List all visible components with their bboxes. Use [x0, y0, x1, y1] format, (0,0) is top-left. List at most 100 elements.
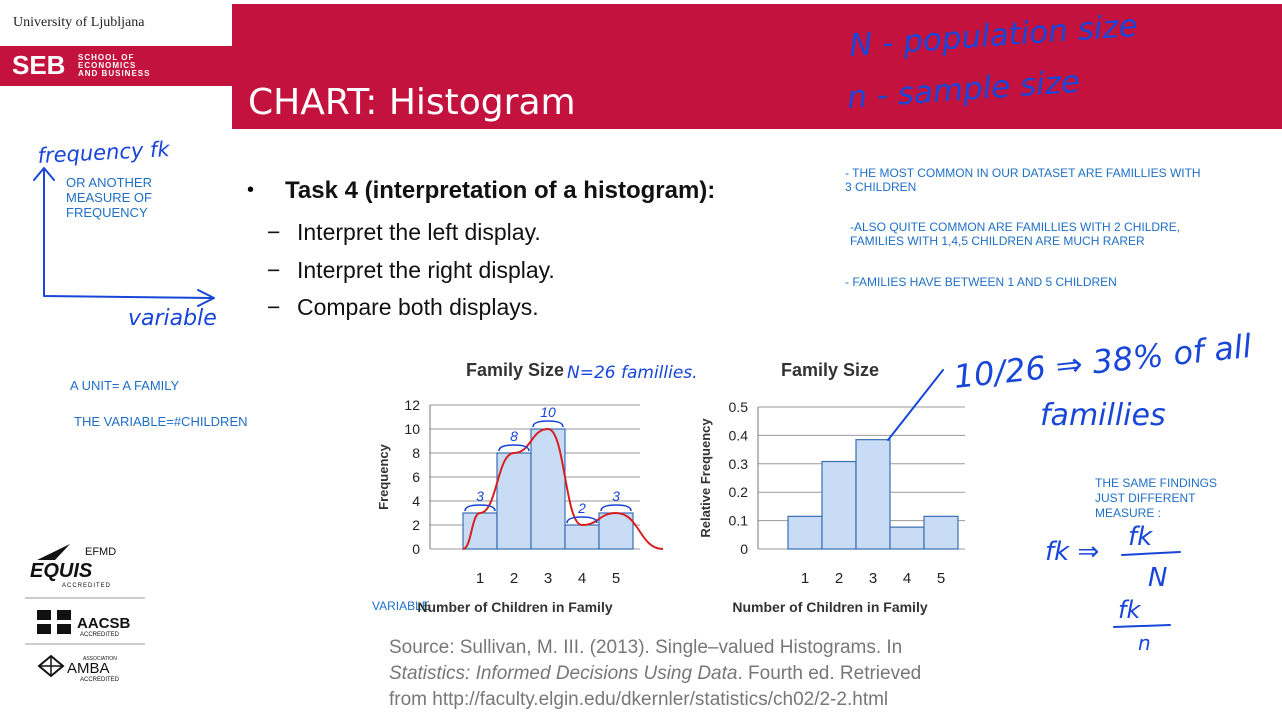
- hand-bar-label: 8: [510, 428, 518, 444]
- y-tick-label: 0: [740, 541, 748, 557]
- y-tick-label: 8: [412, 445, 420, 461]
- y-tick-label: 10: [404, 421, 420, 437]
- accreditation-logos: EFMD EQUIS ACCREDITED AACSB ACCREDITED A…: [25, 544, 145, 683]
- aacsb-icon: [37, 610, 71, 634]
- source-text: . Fourth ed. Retrieved: [737, 663, 922, 684]
- equis-sub: ACCREDITED: [62, 583, 111, 589]
- x-tick-label: 1: [476, 570, 484, 587]
- histogram-bar: [787, 515, 823, 550]
- school-line: AND BUSINESS: [78, 69, 151, 78]
- dash: −: [267, 257, 281, 283]
- note-line: THE SAME FINDINGS: [1095, 476, 1218, 490]
- hand-brace: [532, 420, 564, 428]
- finding-2: -ALSO QUITE COMMON ARE FAMILLIES WITH 2 …: [850, 220, 1180, 248]
- note-line: MEASURE OF: [66, 190, 152, 205]
- y-tick-label: 0.5: [729, 399, 749, 415]
- task-bullet: •: [247, 179, 255, 201]
- task-item: − Interpret the right display.: [267, 257, 555, 284]
- note-line: -ALSO QUITE COMMON ARE FAMILLIES WITH 2 …: [850, 220, 1181, 234]
- x-axis-label: Number of Children in Family: [417, 599, 612, 615]
- x-tick-label: 2: [510, 570, 518, 587]
- dash: −: [267, 294, 281, 320]
- university-name: University of Ljubljana: [13, 15, 145, 30]
- y-axis-label: Relative Frequency: [698, 418, 713, 538]
- hand-bar-label: 2: [577, 500, 586, 516]
- source-citation: Source: Sullivan, M. III. (2013). Single…: [389, 635, 1009, 713]
- hw-variable: variable: [128, 306, 217, 331]
- note-line: MEASURE :: [1095, 506, 1162, 520]
- hand-bar-label: 10: [540, 404, 556, 420]
- school-line: ECONOMICS: [78, 61, 137, 70]
- efmd-label: EFMD: [85, 546, 116, 558]
- finding-1: - THE MOST COMMON IN OUR DATASET ARE FAM…: [845, 166, 1201, 194]
- header-band: [232, 4, 1282, 129]
- axis-note: OR ANOTHER MEASURE OF FREQUENCY: [66, 175, 152, 220]
- histogram-bar: [598, 512, 634, 550]
- histogram-bar: [889, 526, 925, 550]
- hw-fraction-bar-2: [1113, 624, 1171, 628]
- histogram-bar: [923, 515, 959, 550]
- y-tick-label: 0.1: [729, 513, 749, 529]
- equis-label: EQUIS: [30, 560, 93, 582]
- y-tick-label: 0.4: [729, 427, 749, 443]
- axis-arrow-right: [197, 289, 215, 307]
- axis-arrow-up: [33, 167, 55, 181]
- y-tick-label: 0.2: [729, 484, 749, 500]
- amba-icon: [37, 654, 65, 678]
- x-tick-label: 2: [835, 570, 843, 587]
- source-book-title: Statistics: Informed Decisions Using Dat…: [389, 663, 738, 684]
- x-tick-label: 1: [801, 570, 809, 587]
- hand-bar-label: 3: [612, 488, 620, 504]
- note-line: 3 CHILDREN: [845, 180, 917, 194]
- relative-frequency-histogram: Family Size 0 0.1 0.2 0.3 0.4 0.5 1 2 3 4 5 Number o…: [698, 360, 965, 615]
- note-line: - THE MOST COMMON IN OUR DATASET ARE FAM…: [845, 166, 1201, 180]
- hw-formula2-num: fk: [1118, 596, 1141, 624]
- source-line: Source: Sullivan, M. III. (2013). Single…: [389, 637, 903, 658]
- x-tick-label: 5: [937, 570, 945, 587]
- hand-brace: [600, 504, 632, 512]
- task-item-text: Interpret the left display.: [297, 219, 541, 245]
- y-tick-label: 0: [412, 541, 420, 557]
- variable-note: THE VARIABLE=#CHILDREN: [74, 414, 248, 429]
- x-tick-label: 4: [578, 570, 586, 587]
- y-tick-label: 2: [412, 517, 420, 533]
- note-line: OR ANOTHER: [66, 175, 152, 190]
- seb-logo-mark: SEB: [12, 50, 66, 80]
- aacsb-label: AACSB: [77, 615, 131, 632]
- source-line: Statistics: Informed Decisions Using Dat…: [389, 661, 1009, 687]
- hw-famillies: famillies: [1040, 398, 1166, 433]
- hw-frequency: frequency fk: [37, 137, 171, 168]
- finding-3: - FAMILIES HAVE BETWEEN 1 AND 5 CHILDREN: [845, 275, 1117, 289]
- seb-school-name: SCHOOL OF ECONOMICS AND BUSINESS: [78, 54, 150, 78]
- amba-top: ASSOCIATION: [83, 656, 117, 662]
- hand-brace: [464, 504, 496, 512]
- chart-title: Family Size: [781, 360, 879, 380]
- note-line: FAMILIES WITH 1,4,5 CHILDREN ARE MUCH RA…: [850, 234, 1145, 248]
- hw-formula-den: N: [1148, 563, 1167, 593]
- variable-tag: VARIABLE: [372, 599, 430, 613]
- same-findings-note: THE SAME FINDINGS JUST DIFFERENT MEASURE…: [1095, 476, 1217, 521]
- hand-brace: [498, 444, 530, 452]
- task-title: Task 4 (interpretation of a histogram):: [285, 177, 716, 204]
- unit-note: A UNIT= A FAMILY: [70, 378, 180, 393]
- hand-brace: [566, 516, 598, 524]
- x-tick-label: 3: [869, 570, 877, 587]
- histogram-bar: [821, 460, 857, 550]
- hw-formula2-den: n: [1138, 631, 1151, 655]
- task-item: − Interpret the left display.: [267, 219, 541, 246]
- efmd-swoosh-icon: [37, 544, 70, 560]
- task-item-text: Interpret the right display.: [297, 257, 555, 283]
- hw-percentage: 10/26 ⇒ 38% of all: [952, 327, 1254, 396]
- hw-fraction-bar: [1121, 551, 1181, 556]
- source-line: from http://faculty.elgin.edu/dkernler/s…: [389, 689, 889, 710]
- x-axis-label: Number of Children in Family: [732, 599, 927, 615]
- note-line: FREQUENCY: [66, 205, 148, 220]
- x-tick-label: 5: [612, 570, 620, 587]
- task-item-text: Compare both displays.: [297, 294, 539, 320]
- x-tick-label: 4: [903, 570, 911, 587]
- hw-formula-lhs: fk ⇒: [1045, 537, 1099, 567]
- y-tick-label: 4: [412, 493, 420, 509]
- seb-logo-block: [0, 46, 232, 86]
- hw-formula-num: fk: [1128, 522, 1153, 552]
